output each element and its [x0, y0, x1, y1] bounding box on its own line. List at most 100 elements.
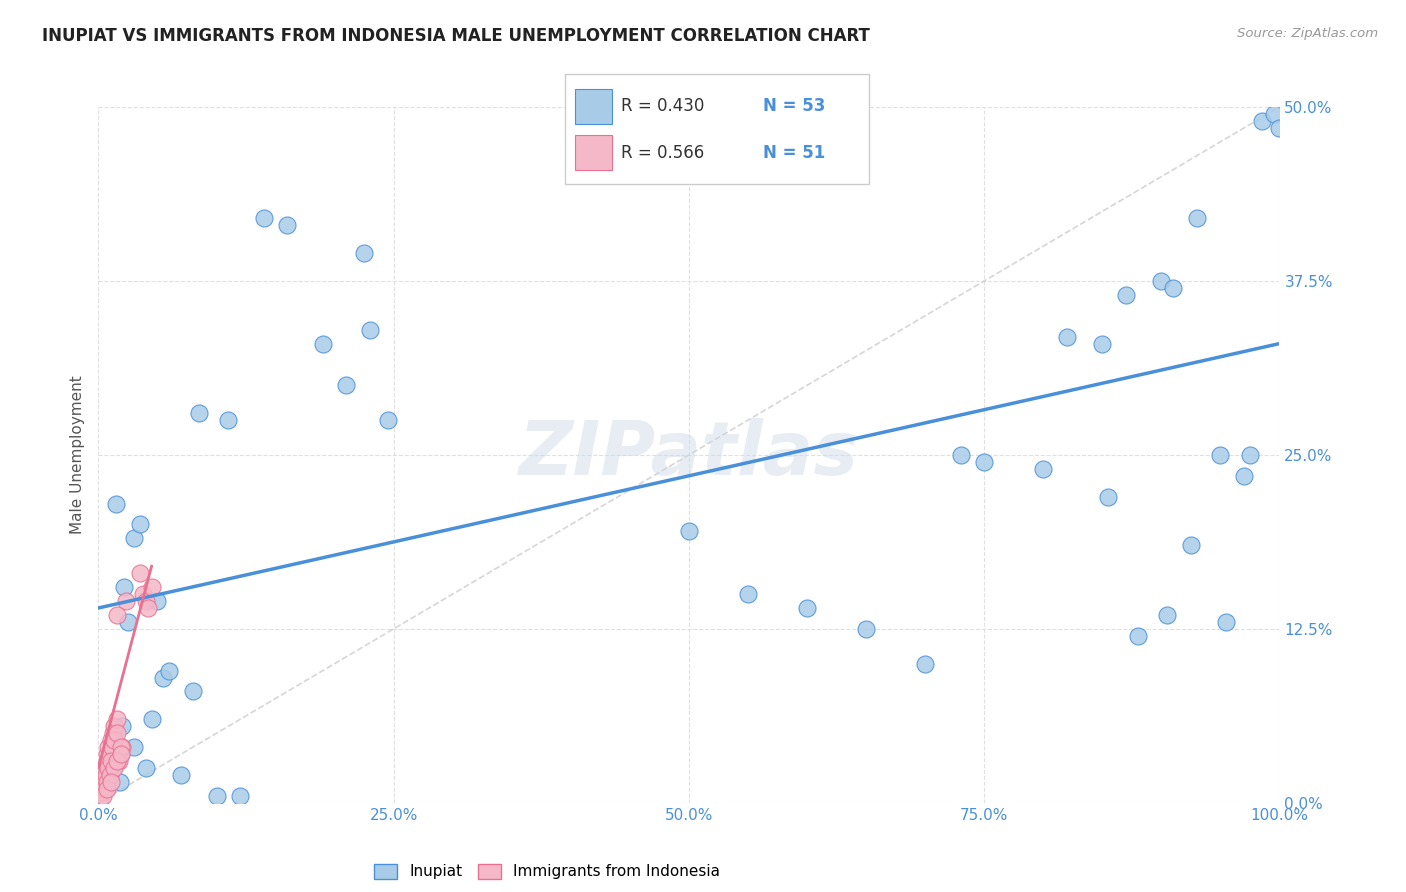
Text: R = 0.430: R = 0.430	[621, 97, 704, 115]
Point	[100, 775, 122, 789]
Point	[98, 747, 121, 761]
Point	[359, 323, 381, 337]
Point	[100, 733, 122, 747]
Point	[98, 754, 121, 768]
Point	[105, 712, 128, 726]
FancyBboxPatch shape	[565, 74, 869, 185]
Bar	[575, 88, 612, 123]
Point	[1161, 281, 1184, 295]
Point	[1209, 448, 1232, 462]
Point	[737, 587, 759, 601]
Point	[101, 761, 124, 775]
Point	[90, 785, 112, 799]
Point	[973, 455, 995, 469]
Point	[1180, 538, 1202, 552]
Point	[1097, 490, 1119, 504]
Point	[1091, 336, 1114, 351]
Point	[96, 775, 118, 789]
Point	[94, 761, 117, 775]
Point	[181, 684, 204, 698]
Point	[111, 719, 134, 733]
Point	[105, 497, 128, 511]
Point	[103, 761, 125, 775]
Point	[1263, 107, 1285, 121]
Point	[678, 524, 700, 539]
Point	[93, 775, 115, 789]
Point	[796, 601, 818, 615]
Point	[135, 761, 157, 775]
Text: ZIPatlas: ZIPatlas	[519, 418, 859, 491]
Point	[1156, 607, 1178, 622]
Point	[93, 781, 115, 796]
Point	[103, 719, 125, 733]
Point	[205, 789, 228, 803]
Point	[96, 781, 118, 796]
Point	[110, 747, 132, 761]
Point	[96, 754, 118, 768]
Point	[1239, 448, 1261, 462]
Point	[1215, 615, 1237, 629]
Point	[353, 246, 375, 260]
Point	[89, 775, 111, 789]
Point	[1032, 462, 1054, 476]
Point	[98, 747, 121, 761]
Point	[949, 448, 972, 462]
Text: Source: ZipAtlas.com: Source: ZipAtlas.com	[1237, 27, 1378, 40]
Point	[146, 594, 169, 608]
Point	[96, 747, 118, 761]
Point	[276, 219, 298, 233]
Point	[105, 747, 128, 761]
Point	[114, 594, 136, 608]
Point	[101, 726, 124, 740]
Point	[141, 580, 163, 594]
Point	[312, 336, 335, 351]
Point	[111, 740, 134, 755]
Point	[97, 740, 120, 755]
Point	[1126, 629, 1149, 643]
Point	[1233, 468, 1256, 483]
Point	[110, 740, 132, 755]
Point	[1250, 114, 1272, 128]
Text: N = 51: N = 51	[763, 144, 825, 161]
Point	[170, 768, 193, 782]
Point	[1268, 120, 1291, 135]
Point	[108, 775, 131, 789]
Point	[108, 740, 131, 755]
Point	[98, 768, 121, 782]
Point	[91, 789, 114, 803]
Point	[89, 791, 111, 805]
Point	[101, 740, 124, 755]
Point	[132, 587, 155, 601]
Point	[1185, 211, 1208, 226]
Point	[91, 771, 114, 785]
Point	[217, 413, 239, 427]
Point	[100, 754, 122, 768]
Point	[855, 622, 877, 636]
Point	[97, 761, 120, 775]
Point	[91, 779, 114, 793]
Point	[152, 671, 174, 685]
Point	[107, 754, 129, 768]
Point	[104, 733, 127, 747]
Point	[1115, 288, 1137, 302]
Bar	[575, 135, 612, 169]
Y-axis label: Male Unemployment: Male Unemployment	[69, 376, 84, 534]
Point	[105, 607, 128, 622]
Point	[141, 712, 163, 726]
Point	[117, 615, 139, 629]
Legend: Inupiat, Immigrants from Indonesia: Inupiat, Immigrants from Indonesia	[368, 857, 725, 886]
Text: R = 0.566: R = 0.566	[621, 144, 704, 161]
Point	[122, 740, 145, 755]
Point	[94, 781, 117, 796]
Point	[105, 754, 128, 768]
Point	[253, 211, 276, 226]
Point	[229, 789, 252, 803]
Point	[122, 532, 145, 546]
Text: N = 53: N = 53	[763, 97, 825, 115]
Point	[914, 657, 936, 671]
Point	[110, 747, 132, 761]
Point	[94, 768, 117, 782]
Point	[136, 601, 159, 615]
Point	[90, 781, 112, 796]
Point	[103, 733, 125, 747]
